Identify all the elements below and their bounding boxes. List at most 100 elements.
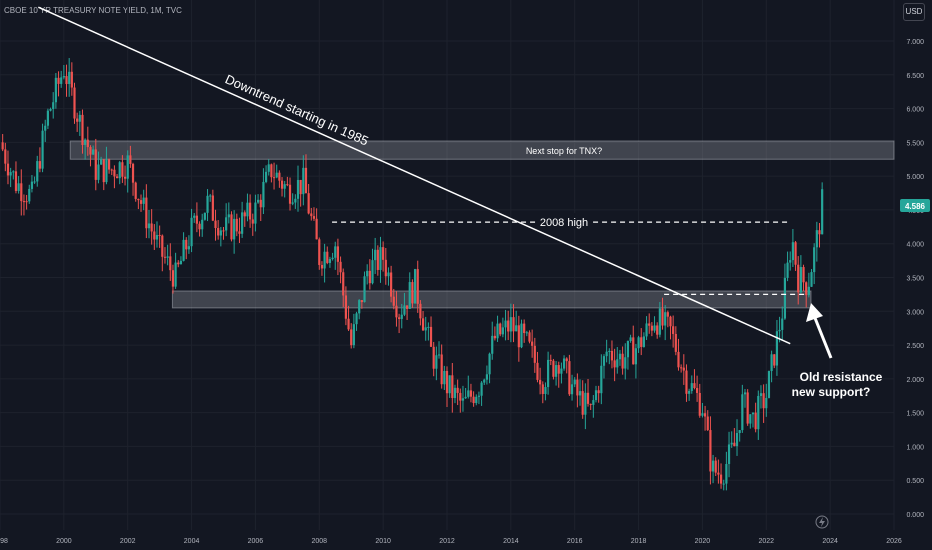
candle-body [682, 367, 685, 371]
x-tick-label: 2010 [375, 538, 391, 545]
candle-body [461, 398, 465, 401]
candle-body [222, 230, 225, 232]
candle-body [562, 358, 566, 369]
candle-body [177, 262, 180, 265]
candle-body [33, 181, 36, 183]
candle-body [413, 269, 417, 304]
x-tick-label: 2000 [56, 538, 72, 545]
candle-body [581, 391, 584, 415]
candle-body [552, 360, 555, 377]
candle-body [147, 223, 151, 229]
x-tick-label: 98 [0, 538, 8, 545]
candle-body [299, 179, 302, 195]
candle-body [485, 374, 489, 380]
candle-body [703, 413, 707, 417]
candle-body [368, 270, 371, 284]
candle-body [158, 234, 161, 236]
candle-body [618, 353, 622, 360]
candle-body [392, 296, 395, 306]
candle-body [203, 212, 206, 220]
candle-body [560, 368, 563, 374]
candle-body [653, 325, 656, 331]
candle-body [445, 370, 449, 394]
candle-body [323, 251, 326, 269]
candle-body [714, 460, 717, 473]
candle-body [733, 442, 736, 447]
candle-body [12, 171, 15, 173]
candle-body [344, 295, 347, 319]
candle-body [669, 316, 672, 327]
candle-body [751, 412, 755, 415]
candle-body [256, 199, 260, 203]
candle-body [813, 247, 816, 273]
candle-body [398, 317, 401, 319]
candle-body [113, 169, 116, 177]
candle-body [730, 442, 733, 445]
candle-body [405, 305, 409, 309]
candle-body [626, 340, 630, 358]
candle-body [770, 354, 773, 372]
candle-body [123, 176, 127, 179]
candle-body [174, 262, 177, 287]
trendline-label: Downtrend starting in 1985 [223, 71, 371, 148]
candle-body [488, 353, 491, 375]
candle-body [706, 416, 709, 431]
candle-body [629, 337, 632, 341]
candle-body [480, 382, 483, 396]
candle-body [100, 159, 103, 165]
flash-icon[interactable] [815, 515, 829, 529]
candle-body [366, 270, 369, 277]
candle-body [163, 256, 167, 258]
candle-body [41, 130, 44, 169]
candle-body [746, 392, 749, 424]
candle-body [270, 164, 273, 178]
candle-body [155, 234, 159, 240]
x-tick-label: 2016 [567, 538, 583, 545]
y-tick-label: 7.000 [906, 39, 924, 46]
candle-body [762, 393, 765, 409]
candle-body [759, 393, 763, 396]
candle-body [783, 277, 787, 319]
candle-body [161, 235, 164, 257]
candle-body [182, 239, 185, 261]
candle-body [81, 114, 84, 145]
candle-body [76, 118, 79, 122]
candle-body [640, 337, 643, 347]
candle-body [52, 102, 55, 109]
candle-body [400, 314, 403, 319]
candle-body [211, 195, 214, 221]
candle-body [374, 249, 377, 261]
candle-body [102, 159, 105, 183]
candle-body [608, 350, 611, 352]
candle-body [126, 155, 129, 179]
candle-body [22, 201, 26, 203]
candle-body [403, 305, 406, 315]
candle-body [195, 215, 198, 224]
candle-body [749, 414, 752, 424]
candle-body [507, 320, 510, 332]
candle-body [25, 201, 28, 203]
candle-body [650, 325, 653, 331]
candle-body [568, 361, 571, 395]
candle-body [597, 390, 600, 394]
candle-body [757, 395, 760, 430]
candle-body [802, 267, 805, 283]
candle-body [6, 163, 10, 176]
y-tick-label: 0.000 [906, 512, 924, 519]
candle-body [233, 218, 236, 240]
candle-body [456, 387, 459, 393]
candle-body [685, 370, 688, 394]
candle-body [70, 71, 73, 88]
candle-body [390, 272, 393, 297]
candle-body [78, 114, 81, 122]
candle-body [547, 359, 550, 388]
candle-body [656, 325, 659, 335]
currency-button[interactable]: USD [903, 3, 925, 21]
candle-body [358, 300, 361, 314]
downtrend-line [38, 6, 791, 345]
candle-body [219, 230, 222, 236]
candle-body [648, 323, 651, 326]
candle-body [118, 162, 121, 179]
grid-lines [0, 0, 895, 530]
